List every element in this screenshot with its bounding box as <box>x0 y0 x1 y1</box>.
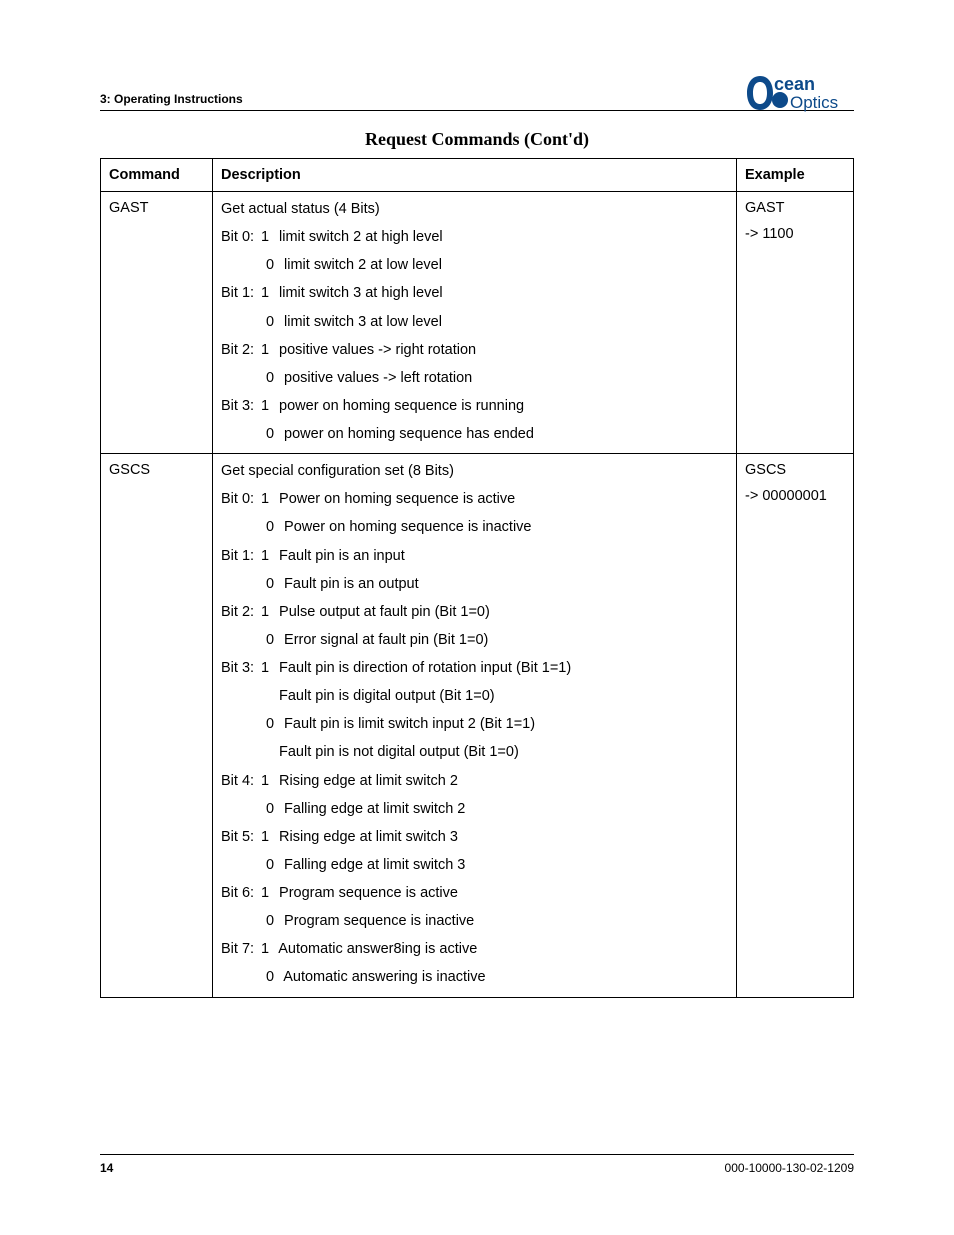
cell-description: Get actual status (4 Bits) Bit 0:1 limit … <box>213 192 737 454</box>
col-header-command: Command <box>101 159 213 192</box>
bit-value: 1 <box>261 228 275 246</box>
desc-line: Get special configuration set (8 Bits) <box>221 462 728 480</box>
bit-label: Bit 1: <box>221 547 261 565</box>
bit-value: 1 <box>261 284 275 302</box>
bit-value: 0 <box>266 425 280 443</box>
commands-table: Command Description Example GASTGet actu… <box>100 158 854 998</box>
cell-example: GSCS -> 00000001 <box>737 454 854 997</box>
bit-value: 0 <box>266 369 280 387</box>
logo-text-top: cean <box>774 74 815 94</box>
bit-value: 1 <box>261 341 275 359</box>
bit-value: 1 <box>261 659 275 677</box>
desc-line: 0 Fault pin is an output <box>221 575 728 593</box>
desc-line: Fault pin is not digital output (Bit 1=0… <box>221 743 728 761</box>
desc-line: Bit 1:1 limit switch 3 at high level <box>221 284 728 302</box>
col-header-example: Example <box>737 159 854 192</box>
bit-value: 0 <box>266 575 280 593</box>
page-footer: 14 000-10000-130-02-1209 <box>100 1154 854 1175</box>
bit-value: 1 <box>261 397 275 415</box>
desc-line: 0 Program sequence is inactive <box>221 912 728 930</box>
desc-line: Bit 0:1 limit switch 2 at high level <box>221 228 728 246</box>
bit-label: Bit 2: <box>221 341 261 359</box>
page-number: 14 <box>100 1161 113 1175</box>
desc-line: 0 power on homing sequence has ended <box>221 425 728 443</box>
bit-value: 0 <box>266 968 280 986</box>
example-line: -> 00000001 <box>745 488 845 504</box>
desc-line: 0 positive values -> left rotation <box>221 369 728 387</box>
bit-label: Bit 3: <box>221 397 261 415</box>
desc-line: Bit 4:1 Rising edge at limit switch 2 <box>221 772 728 790</box>
desc-line: Fault pin is digital output (Bit 1=0) <box>221 687 728 705</box>
desc-line: 0 Automatic answering is inactive <box>221 968 728 986</box>
example-line: GAST <box>745 200 845 216</box>
bit-label: Bit 5: <box>221 828 261 846</box>
bit-value: 0 <box>266 912 280 930</box>
desc-line: 0 Fault pin is limit switch input 2 (Bit… <box>221 715 728 733</box>
desc-line: Bit 2:1 Pulse output at fault pin (Bit 1… <box>221 603 728 621</box>
desc-line: Bit 7:1 Automatic answer8ing is active <box>221 940 728 958</box>
bit-value: 1 <box>261 603 275 621</box>
bit-value: 0 <box>266 715 280 733</box>
cell-description: Get special configuration set (8 Bits) Bi… <box>213 454 737 997</box>
desc-line: Bit 2:1 positive values -> right rotatio… <box>221 341 728 359</box>
desc-line: 0 Error signal at fault pin (Bit 1=0) <box>221 631 728 649</box>
desc-line: Bit 0:1 Power on homing sequence is acti… <box>221 490 728 508</box>
bit-label: Bit 1: <box>221 284 261 302</box>
table-row: GSCSGet special configuration set (8 Bit… <box>101 454 854 997</box>
desc-line: 0 Power on homing sequence is inactive <box>221 518 728 536</box>
table-row: GAST Get actual status (4 Bits) Bit 0:1 li… <box>101 192 854 454</box>
cell-command: GAST <box>101 192 213 454</box>
page: 3: Operating Instructions cean Optics Re… <box>0 0 954 1235</box>
section-label: 3: Operating Instructions <box>100 92 243 106</box>
cell-command: GSCS <box>101 454 213 997</box>
page-header: 3: Operating Instructions cean Optics <box>100 60 854 111</box>
document-number: 000-10000-130-02-1209 <box>725 1161 854 1175</box>
bit-value: 1 <box>261 490 275 508</box>
example-line: GSCS <box>745 462 845 478</box>
bit-value: 0 <box>266 256 280 274</box>
desc-line: Bit 5:1 Rising edge at limit switch 3 <box>221 828 728 846</box>
bit-value: 1 <box>261 547 275 565</box>
desc-line: 0 Falling edge at limit switch 2 <box>221 800 728 818</box>
page-title: Request Commands (Cont'd) <box>100 129 854 150</box>
bit-value: 0 <box>266 631 280 649</box>
desc-line: 0 Falling edge at limit switch 3 <box>221 856 728 874</box>
example-line: -> 1100 <box>745 226 845 242</box>
ocean-optics-logo: cean Optics <box>744 72 854 114</box>
table-header-row: Command Description Example <box>101 159 854 192</box>
desc-line: Get actual status (4 Bits) <box>221 200 728 218</box>
bit-value: 1 <box>261 828 275 846</box>
desc-line: Bit 6:1 Program sequence is active <box>221 884 728 902</box>
desc-line: 0 limit switch 2 at low level <box>221 256 728 274</box>
bit-value: 0 <box>266 800 280 818</box>
logo-text-bottom: Optics <box>790 93 838 112</box>
bit-label: Bit 4: <box>221 772 261 790</box>
bit-label: Bit 7: <box>221 940 261 958</box>
bit-label: Bit 3: <box>221 659 261 677</box>
bit-label: Bit 2: <box>221 603 261 621</box>
desc-line: Bit 1:1 Fault pin is an input <box>221 547 728 565</box>
desc-line: Bit 3:1 Fault pin is direction of rotati… <box>221 659 728 677</box>
bit-label: Bit 0: <box>221 228 261 246</box>
desc-line: 0 limit switch 3 at low level <box>221 313 728 331</box>
bit-label: Bit 0: <box>221 490 261 508</box>
bit-label: Bit 6: <box>221 884 261 902</box>
bit-value: 0 <box>266 313 280 331</box>
bit-value: 0 <box>266 518 280 536</box>
col-header-description: Description <box>213 159 737 192</box>
cell-example: GAST -> 1100 <box>737 192 854 454</box>
bit-value: 1 <box>261 884 275 902</box>
bit-value: 1 <box>261 940 275 958</box>
bit-value: 1 <box>261 772 275 790</box>
desc-line: Bit 3:1 power on homing sequence is runn… <box>221 397 728 415</box>
bit-value: 0 <box>266 856 280 874</box>
